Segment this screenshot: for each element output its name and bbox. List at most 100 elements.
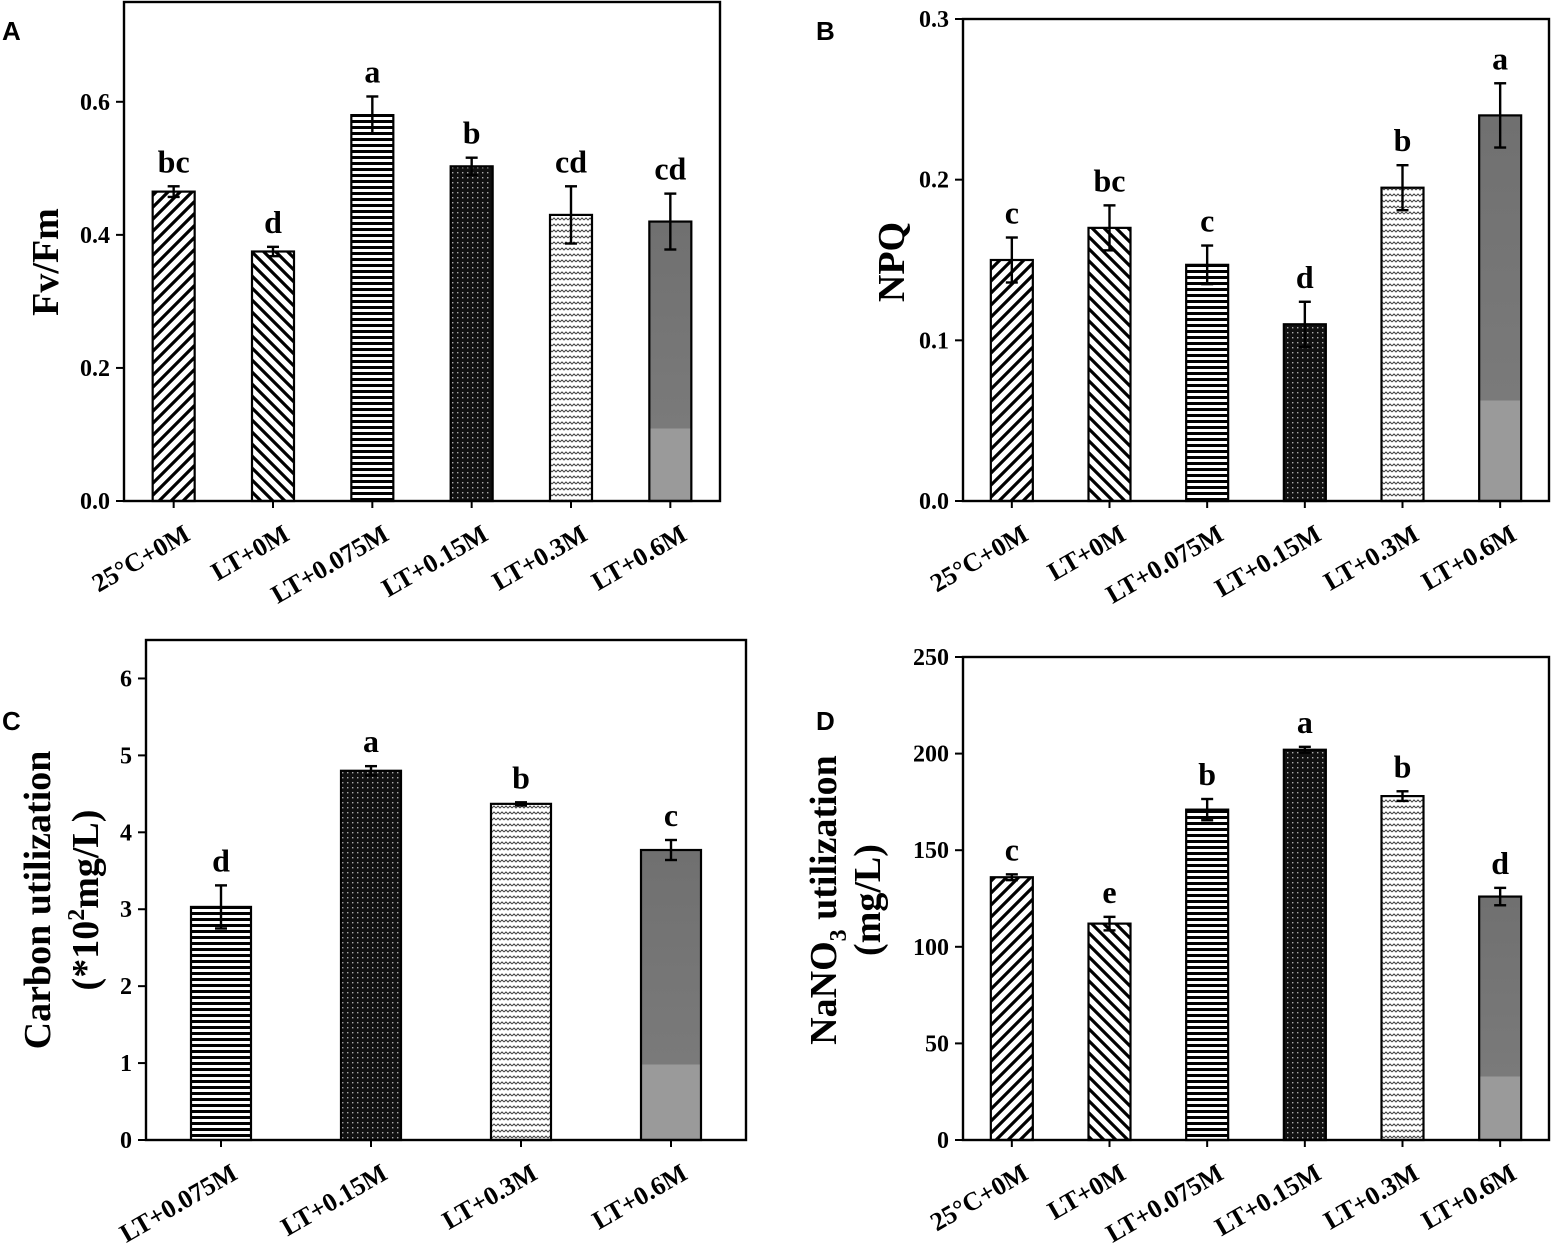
panel-a-y-tick-label: 0.6 [80,90,110,116]
panel-c-y-tick-label: 2 [120,974,132,1000]
svg-text:Fv/Fm: Fv/Fm [25,208,67,316]
panel-d-significance-label: b [1198,756,1216,792]
panel-b-significance-label: a [1492,40,1508,76]
panel-d-y-tick-label: 200 [913,742,949,768]
svg-text:Carbon utilization: Carbon utilization [17,751,59,1050]
panel-a-category-label: LT+0.15M [377,519,493,603]
panel-c-significance-label: d [212,842,230,878]
panel-b-bar [1478,114,1523,503]
panel-c-plot-frame [144,638,748,1142]
panel-c-bar [489,802,553,1142]
panel-b-chart: B NPQ 0.00.10.20.3c25°C+0MbcLT+0McLT+0.0… [816,7,1551,609]
panel-d-y-axis-title: NaNO3 utilization (mg/L) [803,755,889,1045]
panel-c-significance-label: c [664,797,678,833]
panel-d-significance-label: a [1297,704,1313,740]
panel-a-bar [350,114,395,503]
panel-c-significance-label: a [363,723,379,759]
panel-a-significance-label: bc [158,143,190,179]
panel-a-significance-label: cd [654,151,686,187]
panel-b-y-tick-label: 0.2 [919,168,949,194]
panel-b-significance-label: bc [1094,162,1126,198]
panel-a-y-axis-title: Fv/Fm [25,208,67,316]
panel-a-category-label: LT+0.3M [487,519,592,596]
panel-d-significance-label: e [1102,874,1116,910]
panel-letter-b: B [816,16,835,46]
panel-d-bar [1380,795,1425,1142]
panel-d-category-label: LT+0.3M [1319,1158,1424,1235]
panel-a-bar [548,213,594,503]
panel-d-bar [1185,808,1230,1142]
panel-c-category-label: LT+0.6M [587,1158,692,1235]
panel-b-significance-label: c [1200,203,1214,239]
panel-b-category-label: LT+0.6M [1416,519,1521,596]
panel-d-y-tick-label: 0 [937,1128,949,1154]
panel-b-plot-frame [961,17,1551,503]
panel-d-y-tick-label: 50 [925,1031,949,1057]
panel-c-y-axis-title: Carbon utilization (*102mg/L) [17,751,107,1050]
panel-a-significance-label: a [364,53,380,89]
panel-a-significance-label: cd [555,143,587,179]
svg-text:(mg/L): (mg/L) [847,844,889,956]
panel-b-bar [1087,226,1132,503]
panel-a-bar [449,165,494,503]
panel-d-significance-label: d [1491,845,1509,881]
panel-d-category-label: 25°C+0M [925,1158,1033,1237]
panel-b-y-axis-title: NPQ [871,222,913,302]
panel-c-y-tick-label: 3 [120,897,132,923]
panel-b-bar [989,258,1034,503]
panel-b-bar [1282,323,1327,503]
panel-a-significance-label: d [264,204,282,240]
panel-d-chart: D NaNO3 utilization (mg/L) 0 50 100 150 200 2… [803,645,1551,1248]
panel-d-y-tick-label: 150 [913,838,949,864]
panel-a-y-tick-label: 0.2 [80,356,110,382]
panel-b-category-label: LT+0.15M [1210,519,1326,603]
panel-b-significance-label: d [1296,259,1314,295]
panel-c-y-tick-label: 6 [120,666,132,692]
panel-d-y-tick-label: 100 [913,935,949,961]
svg-text:NPQ: NPQ [871,222,913,302]
panel-c-y-tick-label: 0 [120,1128,132,1154]
panel-c-y-tick-label: 1 [120,1051,132,1077]
panel-a-plot-frame [122,0,722,503]
panel-letter-d: D [816,706,835,736]
panel-a-y-tick-label: 0.4 [80,223,110,249]
panel-a-significance-label: b [463,115,481,151]
panel-c-bar [639,848,703,1142]
panel-a-category-label: LT+0.6M [587,519,692,596]
panel-c-chart: C Carbon utilization (*102mg/L) 0 1 2 3 4 5 6 d… [2,638,748,1248]
panel-d-category-label: LT+0.15M [1210,1158,1326,1242]
panel-c-category-label: LT+0.075M [115,1158,242,1248]
panel-b-significance-label: b [1394,122,1412,158]
panel-c-significance-label: b [512,759,530,795]
panel-a-chart: A Fv/Fm 0.00.20.40.6bc25°C+0MdLT+0MaLT+0… [2,0,722,609]
panel-a-bar [151,190,196,503]
panel-d-bar [989,876,1034,1142]
panel-b-y-tick-label: 0.1 [919,328,949,354]
panel-d-bar [1478,895,1523,1142]
panel-c-y-tick-label: 4 [120,820,132,846]
panel-a-bar [648,220,693,503]
panel-c-bar [189,905,253,1142]
panel-b-y-tick-label: 0.0 [919,489,949,515]
panel-d-plot-frame [961,655,1551,1142]
panel-d-bar [1087,922,1132,1142]
panel-letter-a: A [2,16,21,46]
panel-b-category-label: 25°C+0M [925,519,1033,598]
panel-c-bar [339,769,403,1142]
panel-d-y-tick-label: 250 [913,645,949,671]
svg-text:(*102mg/L): (*102mg/L) [64,810,107,991]
svg-text:NaNO3 utilization: NaNO3 utilization [803,755,852,1045]
panel-b-y-tick-label: 0.3 [919,7,949,33]
panel-letter-c: C [2,706,21,736]
panel-a-y-tick-label: 0.0 [80,489,110,515]
panel-c-category-label: LT+0.15M [276,1158,392,1242]
panel-d-significance-label: b [1394,748,1412,784]
panel-a-bar [250,250,296,503]
panel-b-significance-label: c [1005,195,1019,231]
panel-b-category-label: LT+0.3M [1319,519,1424,596]
panel-c-y-tick-label: 5 [120,743,132,769]
panel-d-category-label: LT+0.6M [1416,1158,1521,1235]
panel-c-category-label: LT+0.3M [437,1158,542,1235]
panel-b-bar [1185,263,1230,503]
